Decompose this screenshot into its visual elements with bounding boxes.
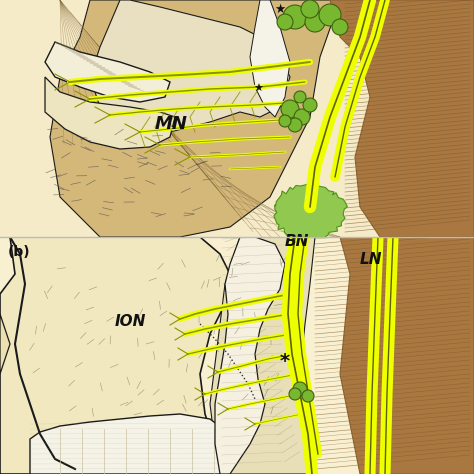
Polygon shape xyxy=(30,414,230,474)
Circle shape xyxy=(277,14,293,30)
Polygon shape xyxy=(210,237,315,474)
Polygon shape xyxy=(215,237,285,474)
Circle shape xyxy=(281,100,299,118)
Circle shape xyxy=(301,0,319,18)
Circle shape xyxy=(294,91,306,103)
Polygon shape xyxy=(90,0,290,132)
Polygon shape xyxy=(250,0,290,117)
Circle shape xyxy=(302,390,314,402)
Text: (b): (b) xyxy=(8,245,31,259)
Polygon shape xyxy=(310,237,474,474)
Polygon shape xyxy=(330,0,474,237)
Circle shape xyxy=(288,118,302,132)
Polygon shape xyxy=(50,0,340,237)
Text: MN: MN xyxy=(155,115,188,133)
Polygon shape xyxy=(274,182,347,240)
Circle shape xyxy=(283,5,307,29)
Polygon shape xyxy=(0,237,474,474)
Circle shape xyxy=(303,98,317,112)
Polygon shape xyxy=(0,237,230,474)
Circle shape xyxy=(279,115,291,127)
Text: ★: ★ xyxy=(274,2,286,16)
Circle shape xyxy=(319,4,341,26)
Text: ION: ION xyxy=(115,314,146,329)
Polygon shape xyxy=(0,0,474,237)
Polygon shape xyxy=(45,42,170,102)
Circle shape xyxy=(293,382,307,396)
Text: *: * xyxy=(280,353,290,372)
Polygon shape xyxy=(0,314,10,374)
Circle shape xyxy=(305,12,325,32)
Circle shape xyxy=(332,19,348,35)
Circle shape xyxy=(289,388,301,400)
Polygon shape xyxy=(45,77,175,149)
Text: BN: BN xyxy=(285,234,310,249)
Text: ★: ★ xyxy=(253,84,263,94)
Text: LN: LN xyxy=(360,252,383,267)
Circle shape xyxy=(294,109,310,125)
